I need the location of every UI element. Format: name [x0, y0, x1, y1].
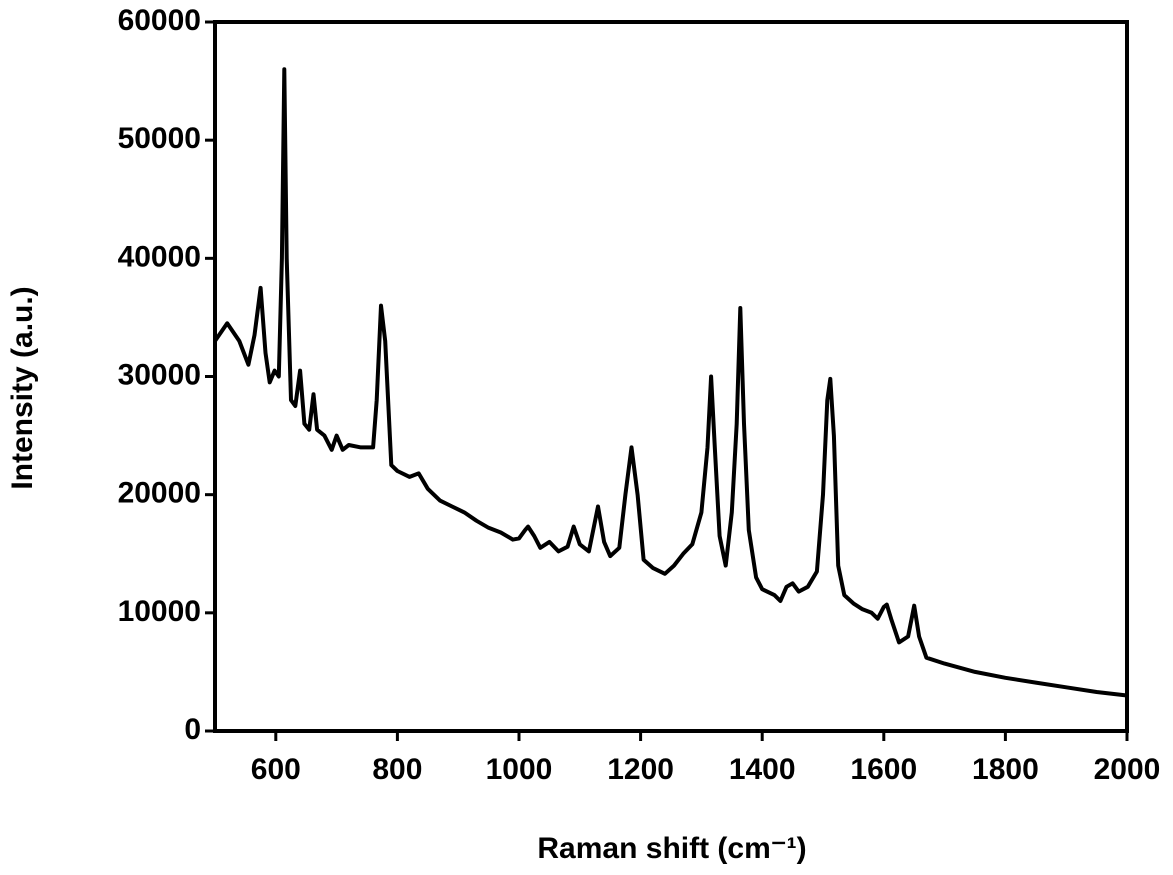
x-tick-label: 1600: [850, 753, 917, 786]
plot-frame: [213, 20, 1129, 733]
x-tick-label: 1400: [729, 753, 796, 786]
x-tick-label: 800: [372, 753, 422, 786]
x-tick-label: 1800: [972, 753, 1039, 786]
y-tick-label: 50000: [118, 122, 201, 155]
y-tick-label: 10000: [118, 595, 201, 628]
y-axis-label: Intensity (a.u.): [6, 286, 39, 489]
y-tick-label: 40000: [118, 240, 201, 273]
x-tick-label: 1000: [486, 753, 553, 786]
y-tick-label: 30000: [118, 358, 201, 391]
x-tick-label: 2000: [1094, 753, 1161, 786]
spectrum-line: [213, 67, 1128, 698]
x-axis-label: Raman shift (cm⁻¹): [537, 832, 806, 865]
y-tick-label: 60000: [118, 4, 201, 37]
x-tick-label: 600: [251, 753, 301, 786]
x-tick-label: 1200: [607, 753, 674, 786]
y-tick-label: 20000: [118, 477, 201, 510]
y-tick-label: 0: [184, 713, 201, 746]
